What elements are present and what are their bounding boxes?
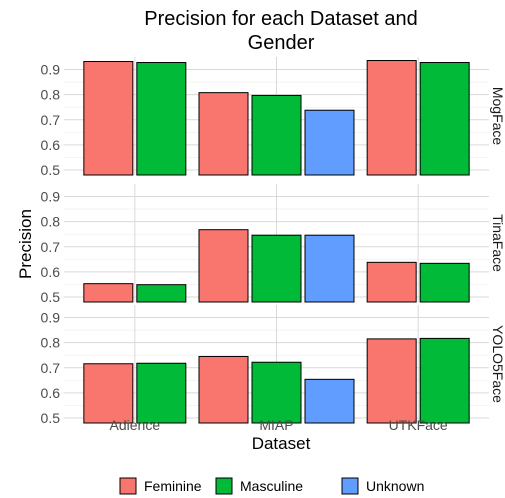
bar-yolo5face-miap-unknown — [304, 378, 355, 424]
bar-tinaface-adience-feminine — [83, 283, 134, 303]
y-tick-label: 0.8 — [41, 214, 61, 230]
bar-yolo5face-utkface-masculine — [419, 337, 470, 424]
bar-yolo5face-utkface-feminine — [366, 338, 417, 424]
x-axis-ticks: Adience MIAP UTKFace — [110, 417, 448, 433]
y-tick-label: 0.5 — [41, 410, 61, 426]
bar-yolo5face-miap-feminine — [198, 355, 249, 424]
x-tick-label: MIAP — [259, 417, 293, 433]
legend-label-feminine: Feminine — [144, 478, 202, 494]
bar-tinaface-utkface-feminine — [366, 261, 417, 303]
bar-tinaface-adience-masculine — [136, 284, 187, 303]
y-tick-label: 0.7 — [41, 360, 61, 376]
y-tick-label: 0.8 — [41, 87, 61, 103]
facet-panels: 0.5 0.6 0.7 0.8 0.9 MogFace 0.5 0.6 0.7 0.8 0.9 Tin… — [41, 57, 505, 426]
facet-strip-label: MogFace — [490, 87, 505, 146]
bar-mogface-adience-masculine — [136, 62, 187, 176]
bar-mogface-miap-masculine — [251, 94, 302, 176]
bar-mogface-utkface-feminine — [366, 60, 417, 176]
bar-tinaface-miap-feminine — [198, 229, 249, 303]
facet-strip-label: TinaFace — [490, 214, 505, 272]
x-tick-label: UTKFace — [389, 417, 448, 433]
facet-strip-label: YOLO5Face — [490, 325, 505, 403]
bar-tinaface-miap-unknown — [304, 234, 355, 303]
legend-label-unknown: Unknown — [366, 478, 424, 494]
chart-title-line-2: Gender — [248, 32, 315, 54]
bar-tinaface-utkface-masculine — [419, 262, 470, 303]
legend-swatch-unknown — [341, 477, 359, 495]
panel-mogface: 0.5 0.6 0.7 0.8 0.9 MogFace — [41, 57, 505, 178]
legend: Feminine Masculine Unknown — [119, 477, 424, 495]
y-tick-label: 0.7 — [41, 112, 61, 128]
y-tick-label: 0.7 — [41, 239, 61, 255]
bar-mogface-adience-feminine — [83, 61, 134, 176]
bar-mogface-miap-unknown — [304, 109, 355, 176]
y-tick-label: 0.9 — [41, 310, 61, 326]
y-axis-title: Precision — [16, 209, 35, 279]
bar-mogface-utkface-masculine — [419, 62, 470, 176]
legend-swatch-feminine — [119, 477, 137, 495]
bar-mogface-miap-feminine — [198, 92, 249, 176]
y-tick-label: 0.6 — [41, 385, 61, 401]
bar-tinaface-miap-masculine — [251, 234, 302, 303]
y-tick-label: 0.5 — [41, 289, 61, 305]
legend-label-masculine: Masculine — [240, 478, 303, 494]
y-tick-label: 0.8 — [41, 335, 61, 351]
x-tick-label: Adience — [110, 417, 161, 433]
chart-title-line-1: Precision for each Dataset and — [144, 8, 418, 30]
y-tick-label: 0.9 — [41, 189, 61, 205]
y-tick-label: 0.5 — [41, 162, 61, 178]
x-axis-title: Dataset — [252, 434, 311, 453]
y-tick-label: 0.6 — [41, 137, 61, 153]
bar-yolo5face-miap-masculine — [251, 361, 302, 424]
y-tick-label: 0.6 — [41, 264, 61, 280]
y-tick-label: 0.9 — [41, 62, 61, 78]
bar-yolo5face-adience-feminine — [83, 363, 134, 424]
legend-swatch-masculine — [215, 477, 233, 495]
panel-tinaface: 0.5 0.6 0.7 0.8 0.9 TinaFace — [41, 184, 505, 305]
bar-yolo5face-adience-masculine — [136, 362, 187, 424]
panel-yolo5face: 0.5 0.6 0.7 0.8 0.9 YOLO5Face — [41, 305, 505, 426]
